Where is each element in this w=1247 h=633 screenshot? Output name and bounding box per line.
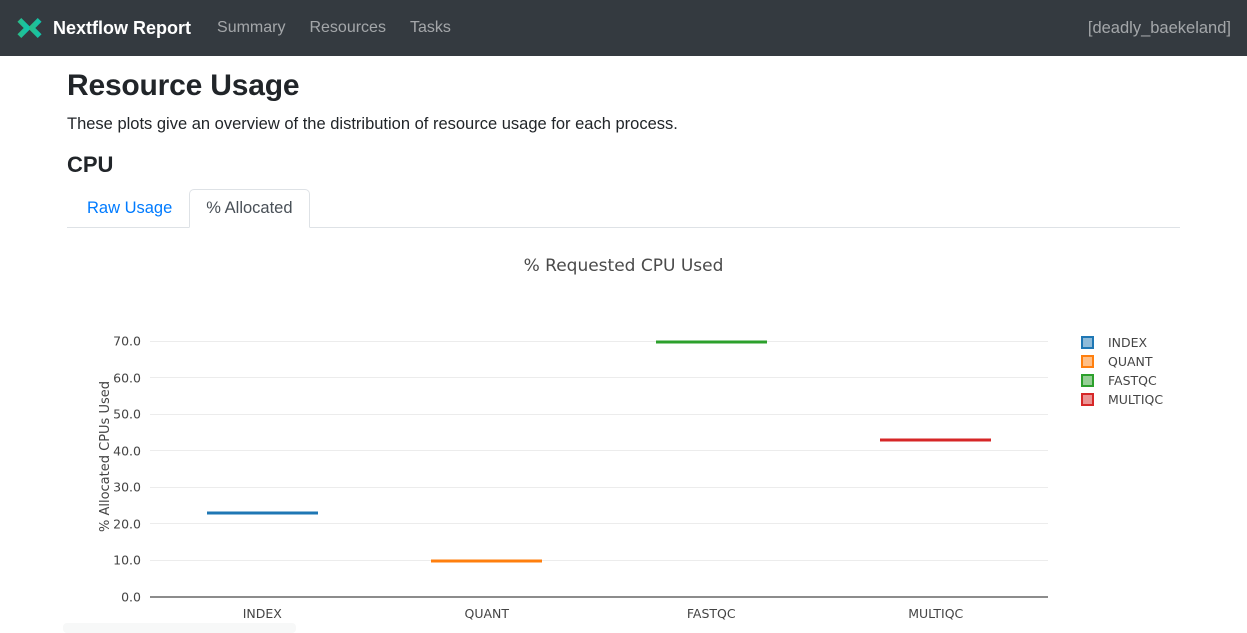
chart-title: % Requested CPU Used	[523, 256, 724, 277]
median-line	[431, 559, 543, 562]
legend-item-index[interactable]: INDEX	[1081, 333, 1163, 352]
x-tick-label: QUANT	[464, 606, 510, 622]
x-tick-label: FASTQC	[686, 606, 736, 622]
tab-percent-allocated[interactable]: % Allocated	[189, 189, 310, 229]
gridline	[150, 450, 1048, 452]
run-name-label: [deadly_baekeland]	[1087, 18, 1231, 37]
legend-label: INDEX	[1108, 335, 1148, 351]
x-axis-line	[150, 596, 1048, 599]
y-tick-label: 30.0	[113, 479, 141, 495]
legend-swatch	[1081, 374, 1094, 388]
median-line	[206, 512, 318, 515]
y-tick-label: 70.0	[113, 333, 141, 349]
chart-legend: INDEX QUANT FASTQC MULTIQC	[1081, 333, 1163, 409]
y-tick-label: 0.0	[121, 589, 141, 604]
page-title: Resource Usage	[67, 69, 300, 102]
box-plot-fastqc	[655, 339, 767, 344]
legend-item-fastqc[interactable]: FASTQC	[1081, 371, 1163, 390]
main-content: Resource Usage These plots give an overv…	[67, 56, 1180, 621]
nav-item-summary[interactable]: Summary	[217, 19, 286, 36]
gridline	[150, 559, 1048, 561]
y-tick-label: 10.0	[113, 552, 141, 568]
navbar-brand[interactable]: Nextflow Report	[16, 16, 191, 40]
brand-title: Nextflow Report	[53, 17, 192, 38]
legend-swatch	[1081, 355, 1094, 369]
y-tick-label: 20.0	[113, 516, 141, 532]
legend-label: FASTQC	[1108, 373, 1157, 389]
median-line	[655, 340, 767, 343]
tab-raw-usage[interactable]: Raw Usage	[87, 199, 173, 218]
y-tick-label: 40.0	[113, 443, 141, 459]
top-navbar: Nextflow Report Summary Resources Tasks …	[0, 0, 1247, 56]
legend-item-quant[interactable]: QUANT	[1081, 352, 1163, 371]
cpu-tab-bar: Raw Usage % Allocated	[67, 189, 1180, 229]
median-line	[880, 439, 992, 442]
legend-swatch	[1081, 336, 1094, 350]
nav-item-tasks[interactable]: Tasks	[409, 19, 451, 36]
plot-area[interactable]: % Allocated CPUs Used 0.0 10.0 20.0 30.0 40.…	[98, 316, 1048, 621]
cpu-allocated-chart: % Requested CPU Used % Allocated CPUs Us…	[67, 228, 1180, 621]
box-plot-multiqc	[880, 438, 992, 443]
x-tick-label: INDEX	[242, 606, 282, 622]
navbar-links: Summary Resources Tasks	[205, 11, 463, 45]
legend-label: MULTIQC	[1108, 392, 1164, 408]
section-heading-cpu: CPU	[67, 152, 114, 178]
y-tick-label: 50.0	[113, 406, 141, 422]
legend-swatch	[1081, 393, 1094, 407]
legend-label: QUANT	[1108, 354, 1153, 370]
box-plot-index	[206, 511, 318, 516]
partial-bottom-element	[63, 623, 296, 633]
y-tick-label: 60.0	[113, 370, 141, 386]
gridline	[150, 340, 1048, 342]
page-subtitle: These plots give an overview of the dist…	[67, 114, 678, 133]
gridline	[150, 523, 1048, 525]
nav-item-resources[interactable]: Resources	[309, 19, 386, 36]
gridline	[150, 413, 1048, 415]
box-plot-quant	[431, 558, 543, 563]
gridline	[150, 377, 1048, 379]
x-tick-label: MULTIQC	[908, 606, 964, 622]
nextflow-logo-icon	[16, 16, 43, 40]
gridline	[150, 486, 1048, 488]
y-axis-title: % Allocated CPUs Used	[98, 381, 113, 533]
legend-item-multiqc[interactable]: MULTIQC	[1081, 390, 1163, 409]
